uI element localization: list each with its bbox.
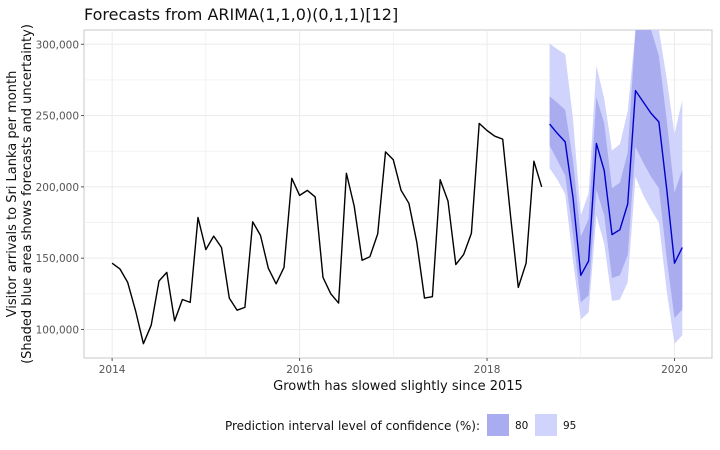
x-axis-ticks: 2014 2016 2018 2020 [99,358,688,376]
legend-label-80: 80 [515,420,528,432]
y-axis-ticks: 100,000 150,000 200,000 250,000 300,000 [36,39,84,336]
x-tick-label: 2014 [99,364,126,376]
x-tick-label: 2016 [286,364,313,376]
chart-title: Forecasts from ARIMA(1,1,0)(0,1,1)[12] [84,5,398,24]
band-80 [549,30,683,319]
legend-label-95: 95 [563,420,576,432]
x-tick-label: 2018 [474,364,501,376]
x-axis-title: Growth has slowed slightly since 2015 [273,379,523,394]
prediction-bands [549,30,683,344]
legend-swatch-80 [487,414,509,436]
legend-title: Prediction interval level of confidence … [225,419,480,433]
y-axis-title-line1: Visitor arrivals to Sri Lanka per month [5,71,20,318]
y-tick-label: 150,000 [36,253,79,265]
series-lines [111,89,683,345]
observed-line [111,122,543,345]
forecast-line [549,89,683,276]
y-tick-label: 200,000 [36,182,79,194]
x-tick-label: 2020 [661,364,688,376]
y-axis-title-line2: (Shaded blue area shows forecasts and un… [20,24,35,364]
y-tick-label: 100,000 [36,324,79,336]
legend: Prediction interval level of confidence … [225,414,576,436]
legend-swatch-95 [535,414,557,436]
y-tick-label: 300,000 [36,39,79,51]
y-tick-label: 250,000 [36,111,79,123]
